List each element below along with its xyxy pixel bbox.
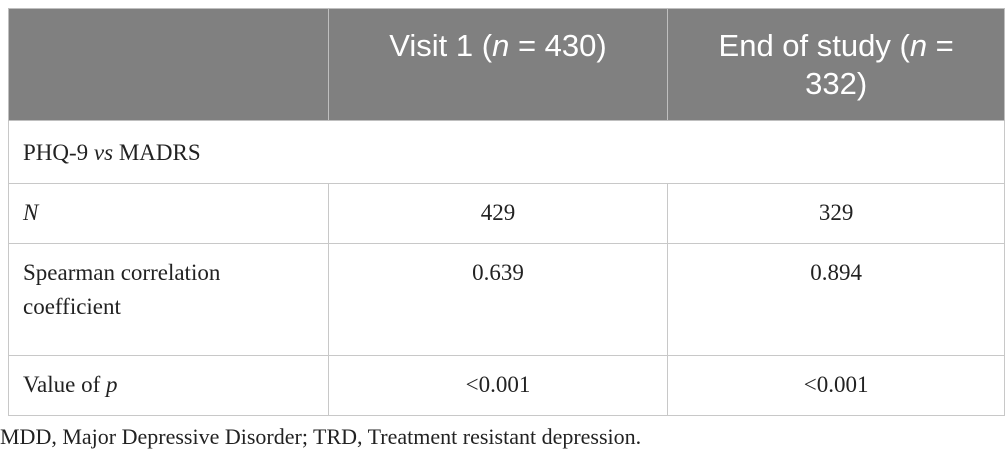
table-row: N 429 329 (8, 183, 1005, 244)
text-run: n (909, 28, 928, 63)
row-label: N (8, 183, 329, 244)
text-run: N (23, 200, 39, 225)
text-run: 0.639 (472, 260, 524, 285)
value-cell: 329 (667, 183, 1005, 244)
value-cell: 0.639 (327, 243, 669, 356)
text-run: Value of (23, 372, 107, 397)
section-row: PHQ-9 vs MADRS (8, 120, 1005, 184)
table-row: Value of p <0.001 <0.001 (8, 355, 1005, 416)
text-run: 0.894 (810, 260, 863, 285)
text-run: End of study ( (718, 28, 910, 63)
value-cell: 429 (327, 183, 669, 244)
footnote: MDD, Major Depressive Disorder; TRD, Tre… (0, 424, 642, 449)
text-run: 429 (480, 200, 516, 225)
section-cell: PHQ-9 vs MADRS (8, 120, 1005, 184)
header-cell: Visit 1 (n = 430) (327, 8, 669, 121)
table-row: Spearman correlation coefficient 0.639 0.8… (8, 243, 1005, 356)
text-run: <0.001 (803, 372, 869, 397)
text-run: Spearman correlation coefficient (23, 260, 221, 319)
row-label: Value of p (8, 355, 329, 416)
text-run: Visit 1 ( (389, 28, 493, 63)
text-run: p (106, 372, 118, 397)
text-run: <0.001 (465, 372, 531, 397)
text-run: vs (93, 140, 114, 165)
header-cell: End of study (n = 332) (667, 8, 1005, 121)
text-run: 329 (818, 200, 854, 225)
value-cell: <0.001 (327, 355, 669, 416)
table: Visit 1 (n = 430) End of study (n = 332) … (8, 8, 1005, 416)
text-run: PHQ-9 (23, 140, 94, 165)
text-run: = 430) (509, 28, 607, 63)
value-cell: 0.894 (667, 243, 1005, 356)
header-cell (8, 8, 329, 121)
table-body: PHQ-9 vs MADRS N 429 329 Spearman correlatio… (8, 120, 1005, 416)
value-cell: <0.001 (667, 355, 1005, 416)
text-run: MADRS (113, 140, 201, 165)
row-label: Spearman correlation coefficient (8, 243, 329, 356)
text-run: n (492, 28, 510, 63)
header-row: Visit 1 (n = 430) End of study (n = 332) (8, 8, 1005, 121)
text-run: = 332) (805, 28, 954, 101)
table-head: Visit 1 (n = 430) End of study (n = 332) (8, 8, 1005, 121)
